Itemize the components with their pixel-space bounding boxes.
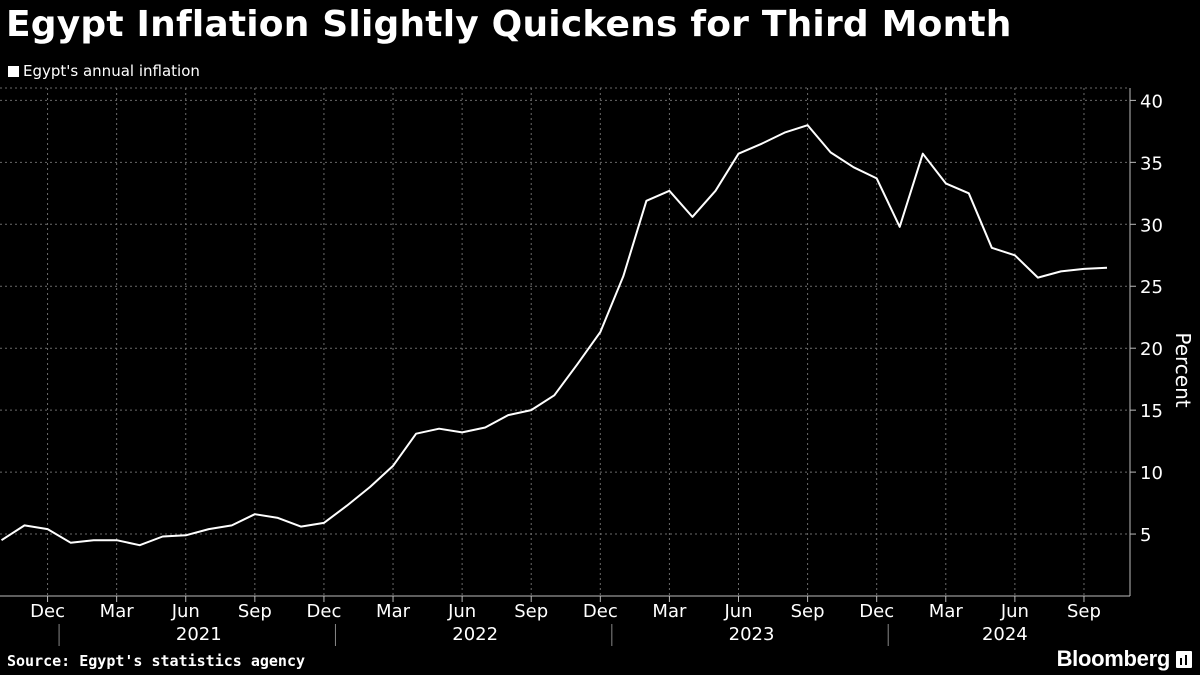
x-tick-label: Mar bbox=[376, 601, 411, 622]
x-year-label: 2022 bbox=[452, 624, 498, 645]
legend: Egypt's annual inflation bbox=[8, 62, 200, 80]
x-tick-label: Jun bbox=[723, 601, 752, 622]
x-tick-label: Jun bbox=[171, 601, 200, 622]
x-year-label: 2024 bbox=[982, 624, 1028, 645]
legend-label: Egypt's annual inflation bbox=[23, 62, 200, 80]
x-year-label: 2021 bbox=[176, 624, 222, 645]
x-axis: Dec Mar Jun Sep Dec Mar Jun Sep Dec Mar Jun Sep Dec M… bbox=[0, 595, 1130, 646]
x-tick-label: Sep bbox=[1067, 601, 1101, 622]
y-tick-label: 15 bbox=[1140, 401, 1163, 422]
bar-chart-icon bbox=[1176, 650, 1192, 668]
x-tick-label: Dec bbox=[583, 601, 618, 622]
legend-swatch bbox=[8, 65, 19, 77]
y-tick-label: 30 bbox=[1140, 215, 1163, 236]
y-tick-label: 20 bbox=[1140, 339, 1163, 360]
y-axis: 5 10 15 20 25 30 35 40 bbox=[1129, 88, 1163, 596]
x-tick-label: Jun bbox=[447, 601, 476, 622]
x-tick-label: Mar bbox=[652, 601, 687, 622]
x-tick-label: Dec bbox=[307, 601, 342, 622]
x-tick-label: Jun bbox=[1000, 601, 1029, 622]
y-tick-label: 40 bbox=[1140, 91, 1163, 112]
y-tick-label: 35 bbox=[1140, 153, 1163, 174]
y-tick-label: 25 bbox=[1140, 277, 1163, 298]
y-axis-label: Percent bbox=[1171, 332, 1195, 407]
x-year-label: 2023 bbox=[729, 624, 775, 645]
x-tick-label: Mar bbox=[100, 601, 135, 622]
series-line-annual-inflation bbox=[0, 124, 1108, 547]
bloomberg-logo: Bloomberg bbox=[1057, 646, 1192, 672]
y-tick-label: 5 bbox=[1140, 525, 1151, 546]
x-tick-label: Sep bbox=[514, 601, 548, 622]
x-tick-label: Sep bbox=[791, 601, 825, 622]
brand-text: Bloomberg bbox=[1056, 646, 1171, 671]
x-tick-label: Dec bbox=[30, 601, 65, 622]
y-tick-label: 10 bbox=[1140, 463, 1163, 484]
x-tick-label: Dec bbox=[859, 601, 894, 622]
x-tick-label: Mar bbox=[929, 601, 964, 622]
chart-title: Egypt Inflation Slightly Quickens for Th… bbox=[6, 4, 1012, 45]
source-note: Source: Egypt's statistics agency bbox=[7, 652, 306, 670]
series-layer bbox=[0, 124, 1108, 547]
gridlines bbox=[0, 87, 1130, 596]
x-tick-label: Sep bbox=[238, 601, 272, 622]
